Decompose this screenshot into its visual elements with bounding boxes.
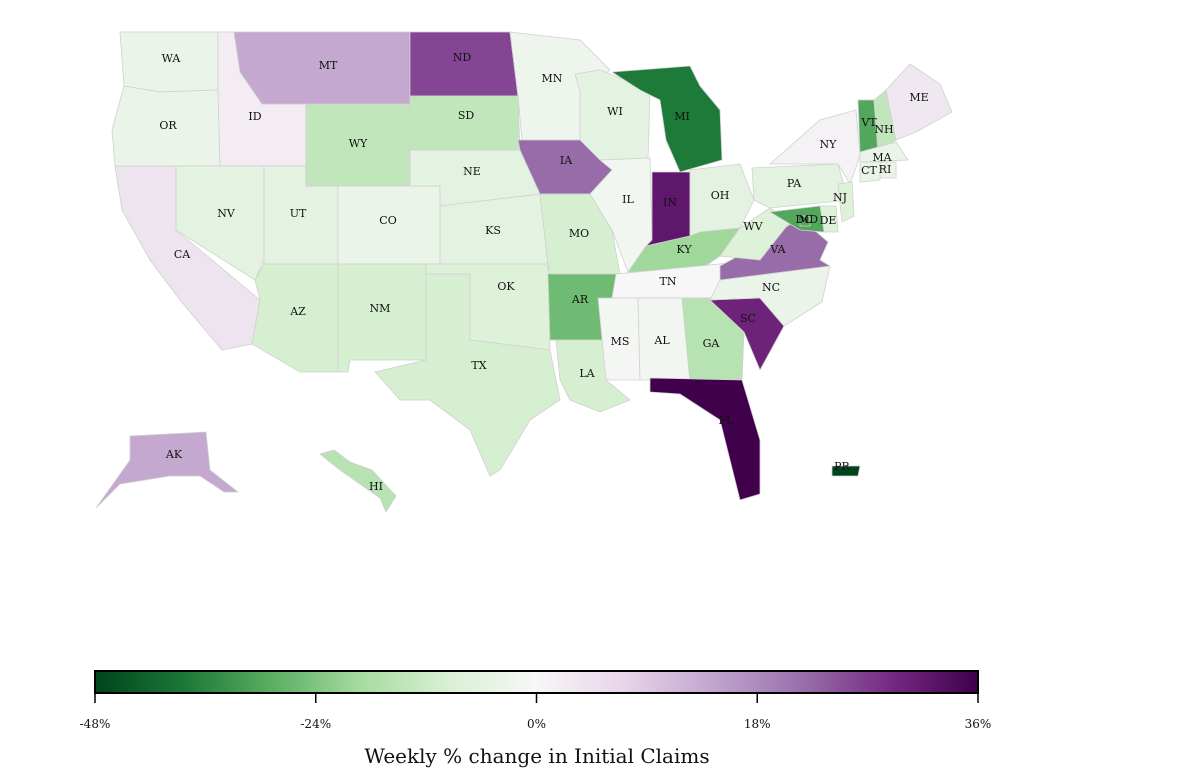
state-label-in: IN [663,196,677,209]
state-label-fl: FL [719,414,735,427]
state-label-va: VA [769,243,786,256]
state-label-ks: KS [485,224,501,237]
state-label-ct: CT [861,164,877,177]
states-layer [95,31,953,513]
state-nv [175,165,265,281]
state-label-sd: SD [458,109,475,122]
state-label-wv: WV [743,220,763,233]
state-label-nv: NV [217,207,236,220]
state-label-ga: GA [703,337,721,350]
state-md [768,205,825,233]
state-label-ca: CA [174,248,191,261]
state-label-ut: UT [290,207,307,220]
state-nm [337,263,427,373]
state-pa [751,163,849,209]
state-label-tx: TX [471,359,486,372]
state-label-dc: DC [795,213,812,226]
state-label-pa: PA [787,177,802,190]
state-label-me: ME [909,91,928,104]
state-label-ms: MS [611,335,630,348]
state-label-hi: HI [369,480,383,493]
state-label-ky: KY [676,243,692,256]
state-label-nj: NJ [833,191,847,204]
state-label-wy: WY [349,137,368,150]
state-label-ny: NY [820,138,838,151]
state-label-md: MD [798,213,818,226]
colorbar-tick-label: 36% [965,717,992,731]
state-label-nc: NC [762,281,780,294]
state-sd [409,95,521,151]
state-ak [95,431,240,509]
state-label-ia: IA [560,154,573,167]
state-il [589,157,653,273]
colorbar-title: Weekly % change in Initial Claims [364,744,709,768]
state-label-de: DE [820,214,837,227]
state-label-ar: AR [571,293,589,306]
state-label-ma: MA [872,151,892,164]
colorbar-tick-label: -48% [80,717,111,731]
state-label-ne: NE [463,165,481,178]
state-hi [319,449,397,513]
state-label-tn: TN [660,275,677,288]
state-label-pr: PR [834,460,850,473]
state-wv [719,207,791,261]
colorbar-tick-label: 0% [527,717,546,731]
state-label-az: AZ [289,305,306,318]
state-mi [610,65,723,173]
state-label-mn: MN [542,72,563,85]
state-label-nm: NM [370,302,391,315]
state-label-id: ID [248,110,261,123]
colorbar: -48% -24% 0% 18% 36% Weekly % change in Init… [80,670,992,768]
state-ct [859,161,881,183]
state-ga [681,297,745,383]
state-label-il: IL [622,193,634,206]
state-label-sc: SC [740,312,756,325]
state-label-ri: RI [879,163,892,176]
state-nj [837,181,855,223]
state-label-al: AL [653,334,670,347]
state-label-or: OR [159,119,177,132]
state-in [644,171,691,247]
state-nd [409,31,519,97]
state-label-oh: OH [711,189,730,202]
state-labels: WA OR CA ID NV UT AZ MT WY CO NM ND SD NE KS OK TX MN IA MO… [159,51,928,493]
state-label-mo: MO [569,227,589,240]
state-me [885,63,953,141]
state-label-wa: WA [162,52,182,65]
state-label-co: CO [379,214,396,227]
state-dc [799,215,811,227]
state-fl [649,377,761,501]
state-label-nh: NH [874,123,893,136]
colorbar-tick-label: 18% [744,717,771,731]
state-label-mi: MI [674,110,690,123]
state-label-nd: ND [453,51,472,64]
state-label-la: LA [579,367,595,380]
state-tx [374,273,561,477]
state-pr [831,465,861,477]
colorbar-ticks: -48% -24% 0% 18% 36% [80,693,992,731]
state-label-ak: AK [165,448,183,461]
colorbar-gradient [94,670,979,694]
state-ma [859,141,909,163]
colorbar-tick-label: -24% [300,717,331,731]
state-az [251,263,339,373]
state-label-vt: VT [860,116,877,129]
state-label-mt: MT [319,59,338,72]
state-label-wi: WI [607,105,623,118]
state-label-ok: OK [497,280,515,293]
